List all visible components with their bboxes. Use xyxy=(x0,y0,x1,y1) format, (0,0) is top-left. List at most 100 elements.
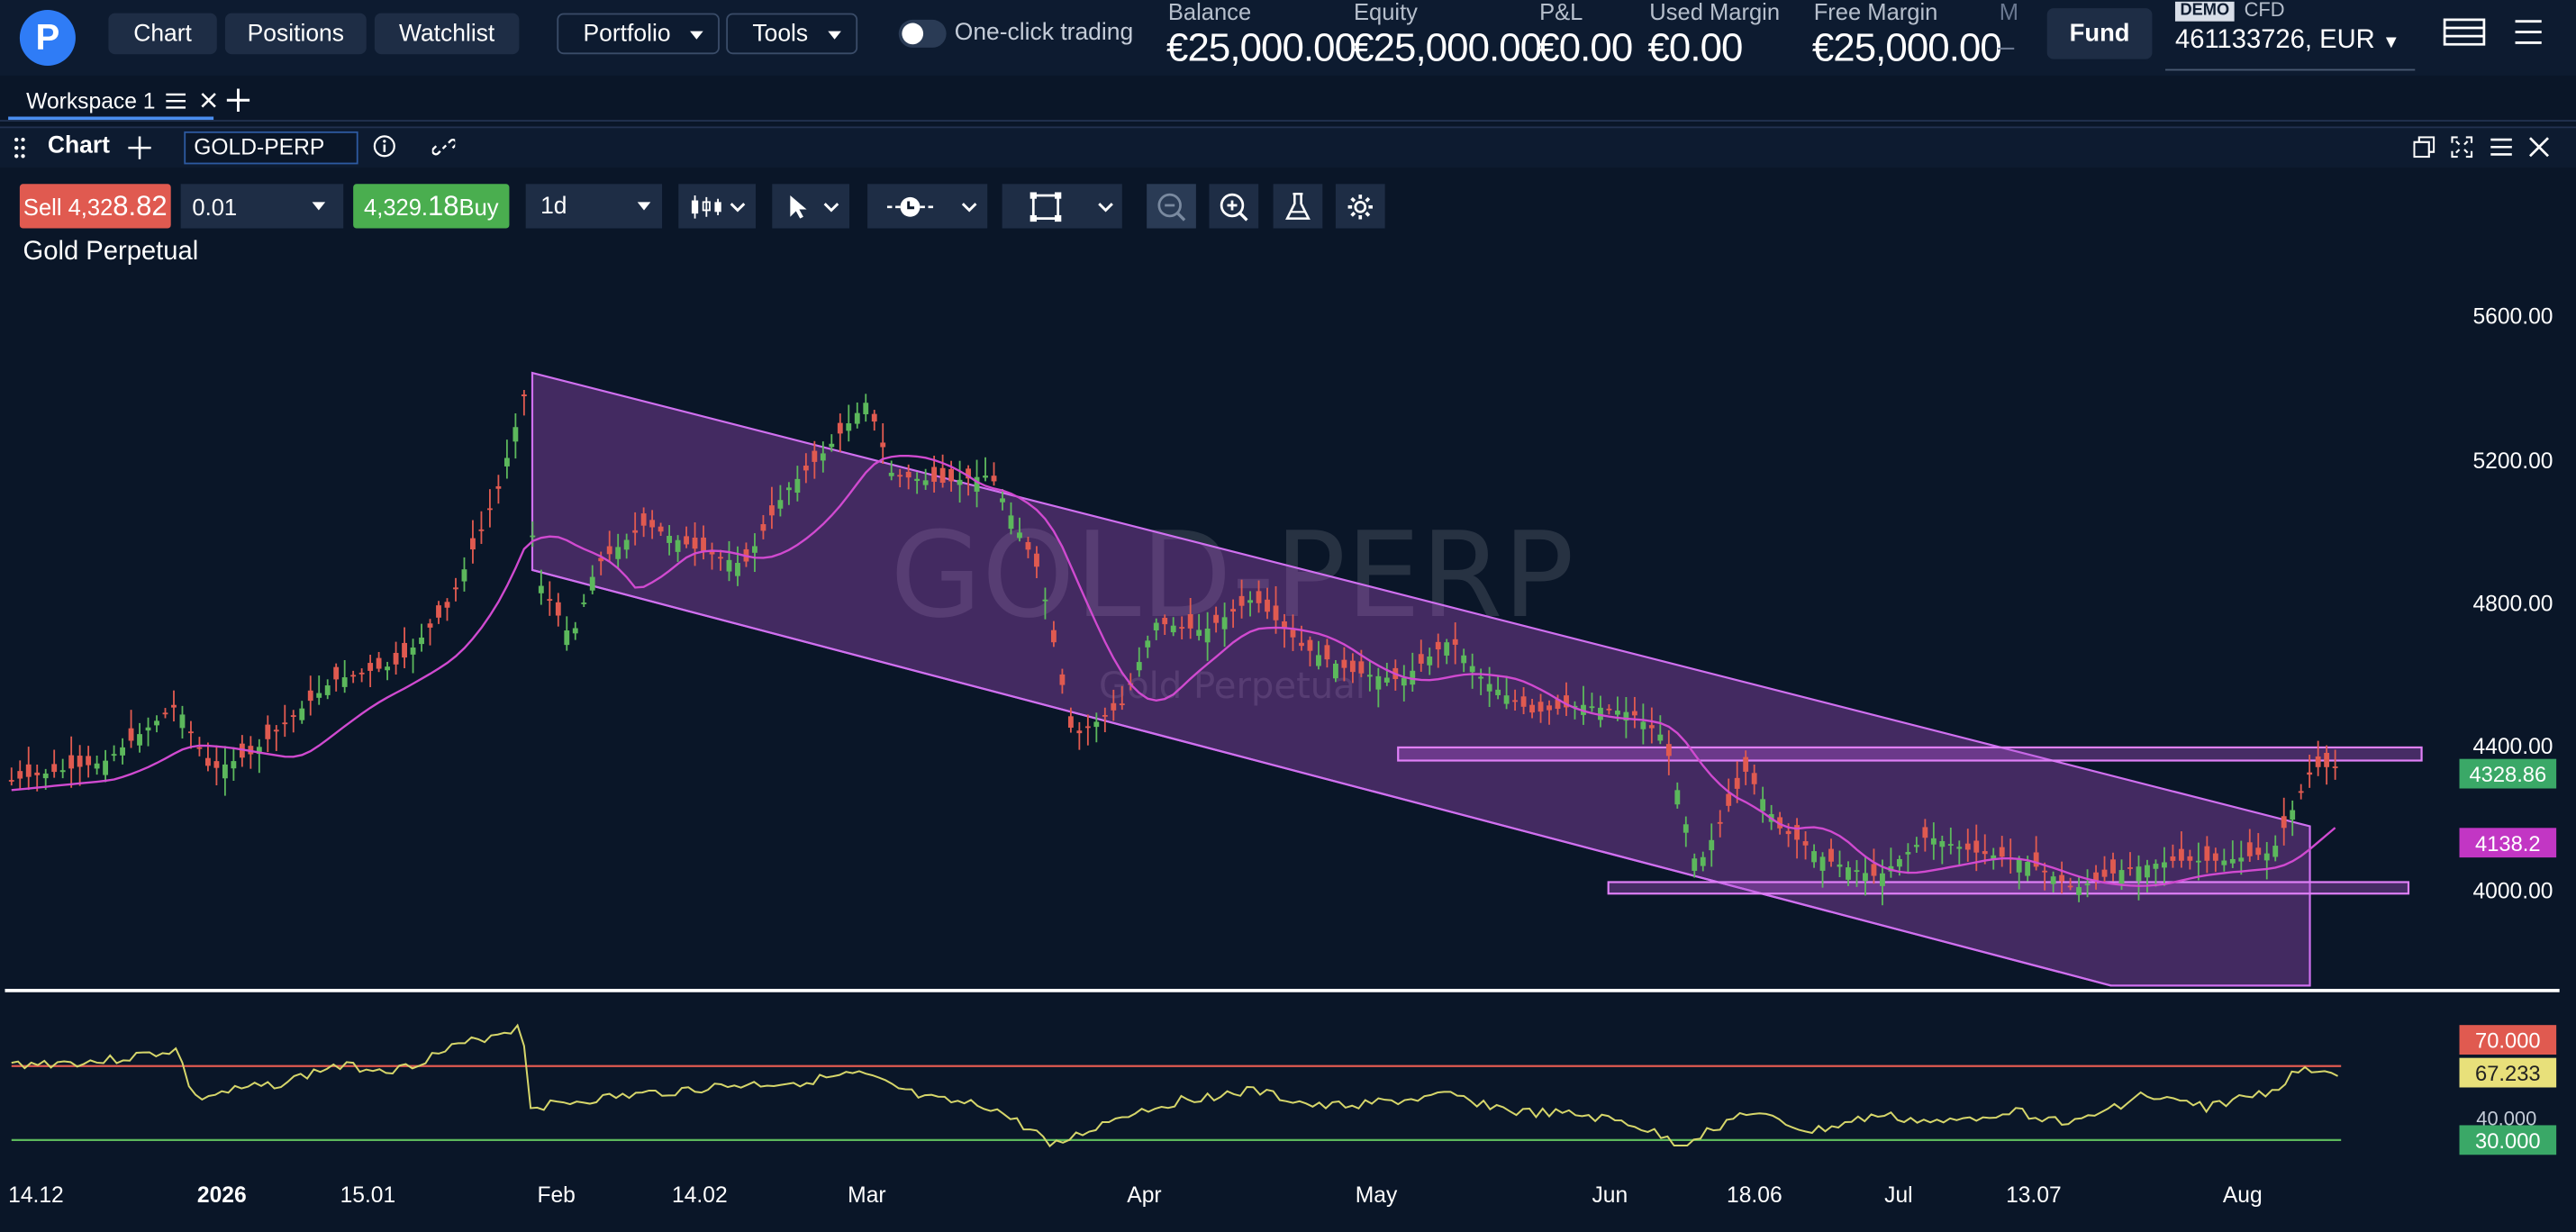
candle-body xyxy=(1905,852,1911,855)
candle-body xyxy=(1111,702,1117,711)
quantity-input[interactable]: 0.01 xyxy=(180,184,344,229)
candle-body xyxy=(461,569,467,582)
candle-body xyxy=(1913,845,1919,847)
nav-watchlist-button[interactable]: Watchlist xyxy=(374,13,520,55)
support-zone[interactable] xyxy=(1607,881,2410,895)
indicators-button[interactable] xyxy=(1273,184,1323,229)
candle-body xyxy=(273,729,279,732)
candle-body xyxy=(1093,721,1100,728)
chart-type-button[interactable] xyxy=(678,184,757,229)
candle-body xyxy=(478,529,485,531)
candle-body xyxy=(1469,666,1475,673)
candle-body xyxy=(2076,887,2082,895)
workspace-menu-icon[interactable] xyxy=(165,91,186,109)
candle-body xyxy=(2204,846,2210,861)
buy-button[interactable]: 4,329. 18 Buy xyxy=(353,184,510,229)
candle-body xyxy=(402,642,407,658)
add-panel-icon[interactable] xyxy=(128,136,151,159)
close-panel-icon[interactable] xyxy=(2528,136,2550,158)
candle-body xyxy=(265,724,271,739)
ma-value-tag: 4138.2 xyxy=(2459,828,2557,858)
price-chart[interactable]: GOLD-PERP Gold Perpetual xyxy=(5,245,2560,1232)
channel-lower-line[interactable] xyxy=(531,568,2112,987)
account-selector[interactable]: 461133726, EUR ▼ xyxy=(2175,26,2400,56)
pnl-label: P&L xyxy=(1539,0,1583,25)
candle-body xyxy=(376,657,382,669)
candle-body xyxy=(572,628,578,634)
add-workspace-icon[interactable] xyxy=(226,88,250,113)
panel-menu-icon[interactable] xyxy=(2490,138,2512,156)
active-tab-indicator xyxy=(8,116,214,121)
candle-body xyxy=(1811,851,1817,863)
candle-body xyxy=(667,535,673,543)
shape-tool-button[interactable] xyxy=(1002,184,1122,229)
instrument-name: Gold Perpetual xyxy=(23,238,199,267)
candle-body xyxy=(2238,857,2245,862)
y-tick: 5200.00 xyxy=(2472,448,2553,474)
candle-body xyxy=(77,756,83,767)
sell-button[interactable]: Sell 4,32 8.82 xyxy=(19,184,171,229)
candle-body xyxy=(2025,862,2031,876)
settings-button[interactable] xyxy=(1335,184,1385,229)
candle-body xyxy=(1751,773,1757,784)
nav-chart-button[interactable]: Chart xyxy=(108,13,217,55)
buy-price-big: 18 xyxy=(428,189,459,222)
candle-body xyxy=(299,708,305,720)
candle-body xyxy=(1529,704,1535,713)
candle-body xyxy=(1221,617,1228,630)
candle-body xyxy=(675,539,681,552)
zoom-out-button[interactable] xyxy=(1147,184,1196,229)
portfolio-dropdown[interactable]: Portfolio xyxy=(557,13,720,55)
candle-body xyxy=(658,526,664,532)
zoom-in-button[interactable] xyxy=(1209,184,1259,229)
close-icon[interactable] xyxy=(200,92,216,108)
candle-body xyxy=(1871,864,1877,876)
candle-body xyxy=(1119,703,1125,706)
drag-handle-icon[interactable] xyxy=(14,136,27,159)
layout-icon[interactable] xyxy=(2443,18,2486,46)
candle-body xyxy=(922,480,929,485)
candle-body xyxy=(957,479,963,485)
popout-icon[interactable] xyxy=(2413,136,2435,159)
one-click-toggle[interactable] xyxy=(898,19,947,48)
fund-button[interactable]: Fund xyxy=(2046,8,2153,59)
candle-body xyxy=(385,666,391,671)
tools-dropdown[interactable]: Tools xyxy=(726,13,858,55)
candle-body xyxy=(1401,677,1407,686)
app-logo[interactable]: P xyxy=(19,9,76,66)
equity-label: Equity xyxy=(1353,0,1418,25)
symbol-input[interactable]: GOLD-PERP xyxy=(184,131,358,165)
sell-price-big: 8.82 xyxy=(113,189,168,222)
info-icon[interactable] xyxy=(373,135,396,159)
line-tool-button[interactable] xyxy=(867,184,988,229)
candle-body xyxy=(1299,642,1304,647)
resistance-zone[interactable] xyxy=(1397,746,2423,762)
nav-positions-button[interactable]: Positions xyxy=(224,13,367,55)
candle-body xyxy=(1555,699,1561,709)
chevron-down-icon xyxy=(637,202,651,211)
candle-body xyxy=(503,457,510,467)
balance-value: €25,000.00 xyxy=(1166,26,1356,71)
last-price-tag: 4328.86 xyxy=(2459,758,2557,789)
candle-body xyxy=(760,524,766,531)
cursor-icon xyxy=(789,195,839,218)
candle-body xyxy=(649,520,656,528)
horizontal-line-icon xyxy=(886,195,976,216)
sell-price-prefix: Sell 4,32 xyxy=(23,193,113,220)
candle-body xyxy=(8,780,14,782)
fullscreen-icon[interactable] xyxy=(2451,136,2473,159)
candle-body xyxy=(1665,744,1672,756)
x-tick: Feb xyxy=(537,1182,576,1208)
link-icon[interactable] xyxy=(431,135,456,159)
rsi-lower-tag: 30.000 xyxy=(2459,1125,2557,1155)
candle-body xyxy=(768,505,775,516)
workspace-tab[interactable]: Workspace 1 xyxy=(8,82,216,118)
candle-body xyxy=(1265,599,1270,612)
cursor-tool-button[interactable] xyxy=(772,184,850,229)
hamburger-menu-icon[interactable] xyxy=(2514,18,2544,46)
equity-value: €25,000.00 xyxy=(1352,26,1542,71)
candlestick-series xyxy=(8,390,2338,906)
candle-body xyxy=(2067,885,2073,888)
candle-body xyxy=(1547,705,1552,711)
candle-body xyxy=(436,605,441,618)
